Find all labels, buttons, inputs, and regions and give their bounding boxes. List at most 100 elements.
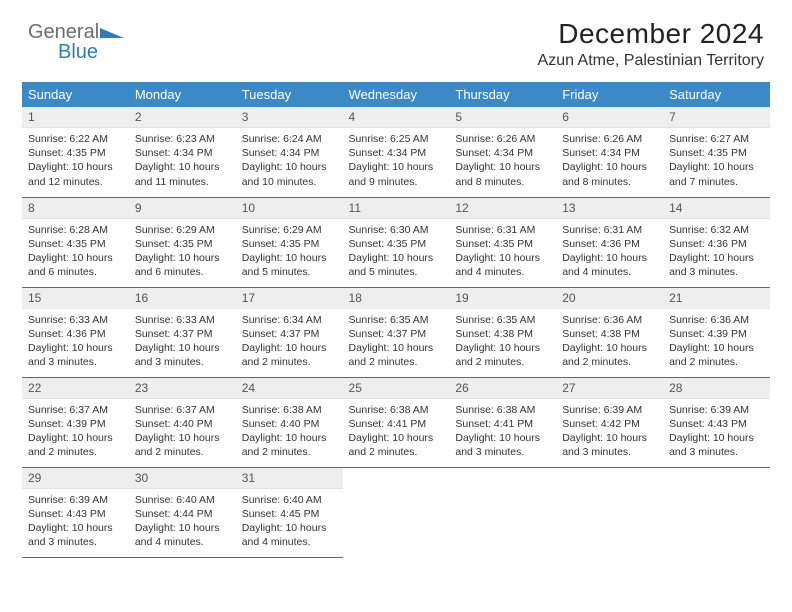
month-title: December 2024 <box>538 18 764 50</box>
day-info: Sunrise: 6:23 AMSunset: 4:34 PMDaylight:… <box>129 128 236 195</box>
calendar-week-row: 1Sunrise: 6:22 AMSunset: 4:35 PMDaylight… <box>22 107 770 197</box>
calendar-day-cell: 19Sunrise: 6:35 AMSunset: 4:38 PMDayligh… <box>449 287 556 377</box>
calendar-head: SundayMondayTuesdayWednesdayThursdayFrid… <box>22 82 770 107</box>
day-header-row: SundayMondayTuesdayWednesdayThursdayFrid… <box>22 82 770 107</box>
day-info: Sunrise: 6:25 AMSunset: 4:34 PMDaylight:… <box>343 128 450 195</box>
calendar-body: 1Sunrise: 6:22 AMSunset: 4:35 PMDaylight… <box>22 107 770 557</box>
day-header: Thursday <box>449 82 556 107</box>
day-number: 8 <box>22 198 129 219</box>
day-number: 7 <box>663 107 770 128</box>
day-number: 10 <box>236 198 343 219</box>
calendar-day-cell: 17Sunrise: 6:34 AMSunset: 4:37 PMDayligh… <box>236 287 343 377</box>
calendar-day-cell: 30Sunrise: 6:40 AMSunset: 4:44 PMDayligh… <box>129 467 236 557</box>
day-info: Sunrise: 6:26 AMSunset: 4:34 PMDaylight:… <box>449 128 556 195</box>
day-number: 4 <box>343 107 450 128</box>
logo-svg: General Blue <box>28 18 138 62</box>
day-number: 3 <box>236 107 343 128</box>
calendar-day-cell: 14Sunrise: 6:32 AMSunset: 4:36 PMDayligh… <box>663 197 770 287</box>
day-info: Sunrise: 6:24 AMSunset: 4:34 PMDaylight:… <box>236 128 343 195</box>
day-number: 27 <box>556 378 663 399</box>
calendar-empty-cell <box>449 467 556 557</box>
day-number: 17 <box>236 288 343 309</box>
logo-word2: Blue <box>58 41 98 62</box>
calendar-day-cell: 21Sunrise: 6:36 AMSunset: 4:39 PMDayligh… <box>663 287 770 377</box>
day-number: 13 <box>556 198 663 219</box>
day-header: Tuesday <box>236 82 343 107</box>
calendar-day-cell: 2Sunrise: 6:23 AMSunset: 4:34 PMDaylight… <box>129 107 236 197</box>
title-block: December 2024 Azun Atme, Palestinian Ter… <box>538 18 764 70</box>
day-number: 21 <box>663 288 770 309</box>
day-info: Sunrise: 6:38 AMSunset: 4:41 PMDaylight:… <box>449 399 556 466</box>
day-number: 23 <box>129 378 236 399</box>
calendar-day-cell: 3Sunrise: 6:24 AMSunset: 4:34 PMDaylight… <box>236 107 343 197</box>
calendar-day-cell: 6Sunrise: 6:26 AMSunset: 4:34 PMDaylight… <box>556 107 663 197</box>
day-number: 31 <box>236 468 343 489</box>
day-info: Sunrise: 6:40 AMSunset: 4:45 PMDaylight:… <box>236 489 343 556</box>
day-number: 30 <box>129 468 236 489</box>
day-number: 29 <box>22 468 129 489</box>
calendar-empty-cell <box>343 467 450 557</box>
calendar-day-cell: 31Sunrise: 6:40 AMSunset: 4:45 PMDayligh… <box>236 467 343 557</box>
logo-word1: General <box>28 21 99 43</box>
day-info: Sunrise: 6:33 AMSunset: 4:36 PMDaylight:… <box>22 309 129 376</box>
calendar-week-row: 8Sunrise: 6:28 AMSunset: 4:35 PMDaylight… <box>22 197 770 287</box>
day-number: 22 <box>22 378 129 399</box>
day-info: Sunrise: 6:37 AMSunset: 4:40 PMDaylight:… <box>129 399 236 466</box>
day-number: 19 <box>449 288 556 309</box>
calendar-day-cell: 25Sunrise: 6:38 AMSunset: 4:41 PMDayligh… <box>343 377 450 467</box>
calendar-day-cell: 13Sunrise: 6:31 AMSunset: 4:36 PMDayligh… <box>556 197 663 287</box>
calendar-empty-cell <box>663 467 770 557</box>
calendar-week-row: 15Sunrise: 6:33 AMSunset: 4:36 PMDayligh… <box>22 287 770 377</box>
day-info: Sunrise: 6:40 AMSunset: 4:44 PMDaylight:… <box>129 489 236 556</box>
calendar-day-cell: 4Sunrise: 6:25 AMSunset: 4:34 PMDaylight… <box>343 107 450 197</box>
calendar-week-row: 29Sunrise: 6:39 AMSunset: 4:43 PMDayligh… <box>22 467 770 557</box>
calendar-day-cell: 11Sunrise: 6:30 AMSunset: 4:35 PMDayligh… <box>343 197 450 287</box>
location-text: Azun Atme, Palestinian Territory <box>538 52 764 70</box>
day-info: Sunrise: 6:29 AMSunset: 4:35 PMDaylight:… <box>236 219 343 286</box>
calendar-day-cell: 15Sunrise: 6:33 AMSunset: 4:36 PMDayligh… <box>22 287 129 377</box>
day-header: Wednesday <box>343 82 450 107</box>
calendar-day-cell: 12Sunrise: 6:31 AMSunset: 4:35 PMDayligh… <box>449 197 556 287</box>
day-number: 20 <box>556 288 663 309</box>
day-info: Sunrise: 6:38 AMSunset: 4:40 PMDaylight:… <box>236 399 343 466</box>
calendar-day-cell: 18Sunrise: 6:35 AMSunset: 4:37 PMDayligh… <box>343 287 450 377</box>
day-info: Sunrise: 6:29 AMSunset: 4:35 PMDaylight:… <box>129 219 236 286</box>
day-header: Sunday <box>22 82 129 107</box>
day-info: Sunrise: 6:26 AMSunset: 4:34 PMDaylight:… <box>556 128 663 195</box>
day-info: Sunrise: 6:27 AMSunset: 4:35 PMDaylight:… <box>663 128 770 195</box>
calendar-empty-cell <box>556 467 663 557</box>
day-number: 15 <box>22 288 129 309</box>
calendar-day-cell: 27Sunrise: 6:39 AMSunset: 4:42 PMDayligh… <box>556 377 663 467</box>
day-info: Sunrise: 6:34 AMSunset: 4:37 PMDaylight:… <box>236 309 343 376</box>
day-info: Sunrise: 6:28 AMSunset: 4:35 PMDaylight:… <box>22 219 129 286</box>
day-info: Sunrise: 6:36 AMSunset: 4:39 PMDaylight:… <box>663 309 770 376</box>
calendar-day-cell: 9Sunrise: 6:29 AMSunset: 4:35 PMDaylight… <box>129 197 236 287</box>
day-number: 26 <box>449 378 556 399</box>
day-info: Sunrise: 6:33 AMSunset: 4:37 PMDaylight:… <box>129 309 236 376</box>
brand-logo: General Blue <box>28 18 138 62</box>
day-header: Saturday <box>663 82 770 107</box>
calendar-day-cell: 23Sunrise: 6:37 AMSunset: 4:40 PMDayligh… <box>129 377 236 467</box>
day-info: Sunrise: 6:35 AMSunset: 4:38 PMDaylight:… <box>449 309 556 376</box>
calendar-day-cell: 7Sunrise: 6:27 AMSunset: 4:35 PMDaylight… <box>663 107 770 197</box>
day-number: 11 <box>343 198 450 219</box>
calendar-day-cell: 24Sunrise: 6:38 AMSunset: 4:40 PMDayligh… <box>236 377 343 467</box>
calendar-day-cell: 5Sunrise: 6:26 AMSunset: 4:34 PMDaylight… <box>449 107 556 197</box>
day-number: 9 <box>129 198 236 219</box>
day-info: Sunrise: 6:39 AMSunset: 4:43 PMDaylight:… <box>22 489 129 556</box>
day-number: 16 <box>129 288 236 309</box>
calendar-day-cell: 1Sunrise: 6:22 AMSunset: 4:35 PMDaylight… <box>22 107 129 197</box>
day-info: Sunrise: 6:39 AMSunset: 4:42 PMDaylight:… <box>556 399 663 466</box>
day-number: 28 <box>663 378 770 399</box>
day-info: Sunrise: 6:31 AMSunset: 4:36 PMDaylight:… <box>556 219 663 286</box>
day-number: 14 <box>663 198 770 219</box>
calendar-day-cell: 20Sunrise: 6:36 AMSunset: 4:38 PMDayligh… <box>556 287 663 377</box>
calendar-week-row: 22Sunrise: 6:37 AMSunset: 4:39 PMDayligh… <box>22 377 770 467</box>
day-number: 25 <box>343 378 450 399</box>
day-info: Sunrise: 6:32 AMSunset: 4:36 PMDaylight:… <box>663 219 770 286</box>
page-header: General Blue December 2024 Azun Atme, Pa… <box>0 0 792 76</box>
calendar-day-cell: 22Sunrise: 6:37 AMSunset: 4:39 PMDayligh… <box>22 377 129 467</box>
day-number: 12 <box>449 198 556 219</box>
logo-triangle-icon <box>100 28 124 38</box>
calendar-day-cell: 10Sunrise: 6:29 AMSunset: 4:35 PMDayligh… <box>236 197 343 287</box>
